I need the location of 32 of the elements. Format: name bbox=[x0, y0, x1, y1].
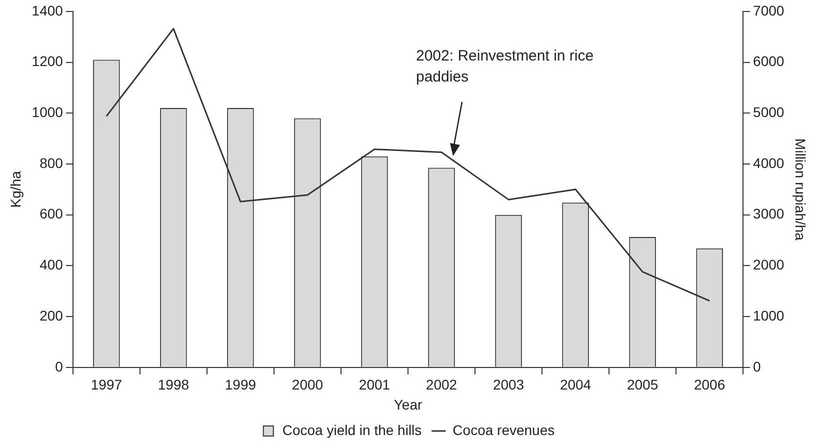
x-tick-label: 2006 bbox=[694, 376, 726, 393]
x-tick-label: 1998 bbox=[158, 376, 190, 393]
y2-tick-label: 0 bbox=[753, 358, 762, 374]
y-tick-label: 0 bbox=[55, 358, 64, 374]
legend-label: Cocoa revenues bbox=[452, 422, 555, 438]
y2-tick-label: 7000 bbox=[753, 2, 784, 18]
y-tick-label: 600 bbox=[40, 206, 64, 222]
x-tick-label: 2001 bbox=[358, 376, 390, 393]
annotation: 2002: Reinvestment in rice paddies bbox=[416, 48, 594, 86]
y-tick-label: 1400 bbox=[32, 2, 64, 18]
x-tick-label: 1999 bbox=[224, 376, 256, 393]
y-tick-label: 400 bbox=[40, 256, 64, 273]
y2-tick-label: 1000 bbox=[753, 307, 784, 324]
y2-tick-label: 4000 bbox=[753, 154, 784, 171]
x-tick-label: 2005 bbox=[626, 376, 658, 393]
y-tick-label: 1000 bbox=[32, 104, 64, 120]
y-tick-label: 1200 bbox=[32, 53, 64, 70]
y2-axis-title: Million rupiah/ha bbox=[792, 138, 809, 241]
x-tick-label: 1997 bbox=[90, 376, 122, 393]
y-tick-label: 800 bbox=[40, 154, 64, 171]
y2-tick-label: 5000 bbox=[753, 104, 784, 120]
y-tick-label: 200 bbox=[40, 307, 64, 324]
y2-tick-label: 2000 bbox=[753, 256, 784, 273]
x-tick-label: 2004 bbox=[560, 376, 592, 393]
y2-tick-label: 3000 bbox=[753, 206, 784, 222]
x-axis-title: Year bbox=[394, 396, 422, 412]
x-tick-label: 2003 bbox=[492, 376, 524, 393]
x-tick-label: 2002 bbox=[426, 376, 458, 393]
y-axis-title: Kg/ha bbox=[7, 170, 24, 208]
x-tick-label: 2000 bbox=[292, 376, 324, 393]
legend-label: Cocoa yield in the hills bbox=[282, 422, 422, 438]
y2-tick-label: 6000 bbox=[753, 53, 784, 70]
